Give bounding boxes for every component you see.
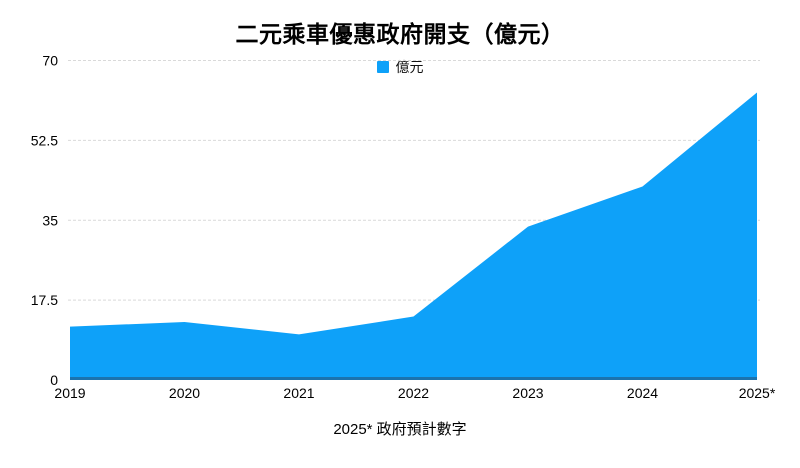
x-tick-label: 2020 bbox=[169, 385, 200, 401]
x-tick-label: 2021 bbox=[283, 385, 314, 401]
x-tick-label: 2024 bbox=[627, 385, 658, 401]
x-tick-label: 2019 bbox=[54, 385, 85, 401]
chart-footnote: 2025* 政府預計數字 bbox=[333, 421, 467, 438]
y-tick-label: 0 bbox=[50, 372, 58, 388]
x-tick-label: 2025* bbox=[739, 385, 776, 401]
y-tick-label: 70 bbox=[42, 53, 58, 69]
area-series-shape bbox=[70, 92, 757, 380]
x-tick-label: 2023 bbox=[512, 385, 543, 401]
y-tick-label: 35 bbox=[42, 212, 58, 228]
chart-title: 二元乘車優惠政府開支（億元） bbox=[235, 21, 565, 47]
y-tick-label: 17.5 bbox=[31, 292, 58, 308]
y-tick-label: 52.5 bbox=[31, 132, 58, 148]
x-tick-label: 2022 bbox=[398, 385, 429, 401]
